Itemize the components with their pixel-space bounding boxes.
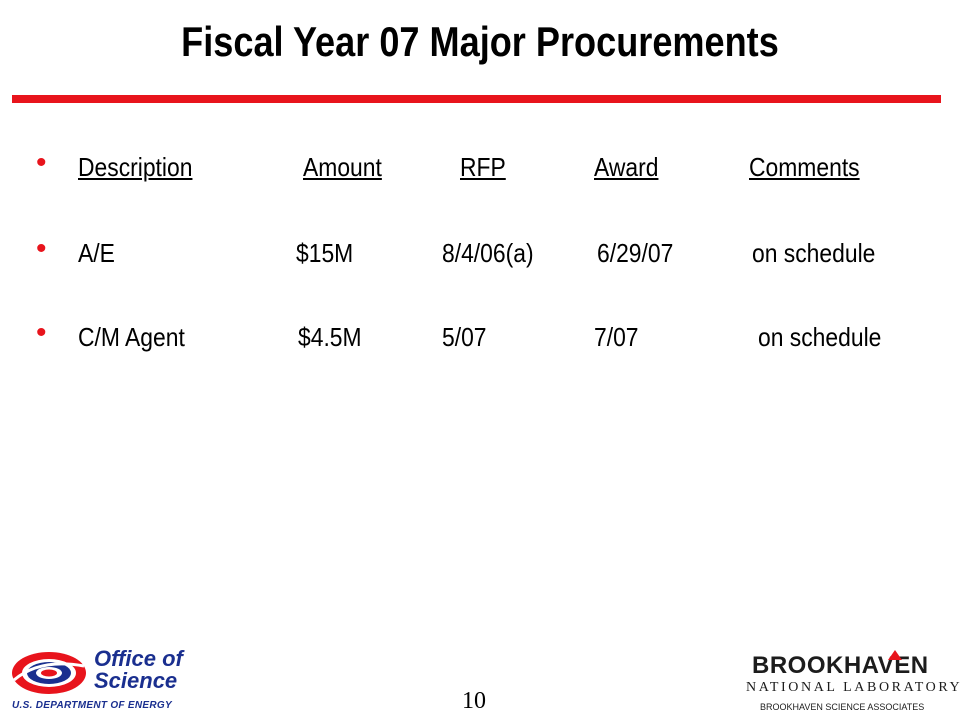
row-description: C/M Agent bbox=[78, 322, 185, 352]
doe-office-of-science-logo: Office of Science U.S. DEPARTMENT OF ENE… bbox=[6, 648, 206, 714]
table-header-row: • Description Amount RFP Award Comments bbox=[0, 146, 960, 192]
doe-swirl-icon bbox=[12, 652, 86, 694]
brookhaven-logo: BROOKHAVEN NATIONAL LABORATORY BROOKHAVE… bbox=[738, 648, 960, 718]
doe-logo-line2: Science bbox=[94, 668, 178, 693]
row-comments: on schedule bbox=[758, 322, 882, 352]
doe-logo-subline: U.S. DEPARTMENT OF ENERGY bbox=[12, 700, 172, 711]
slide-title: Fiscal Year 07 Major Procurements bbox=[181, 18, 779, 65]
row-rfp: 8/4/06(a) bbox=[442, 238, 534, 268]
header-award: Award bbox=[594, 152, 659, 182]
bullet-icon: • bbox=[36, 316, 47, 349]
header-comments: Comments bbox=[749, 152, 860, 182]
brookhaven-accent-icon bbox=[888, 650, 902, 660]
header-amount: Amount bbox=[303, 152, 382, 182]
doe-logo-line1: Office of bbox=[94, 646, 183, 671]
brookhaven-logo-subtitle: NATIONAL LABORATORY bbox=[746, 680, 960, 695]
page-number: 10 bbox=[462, 688, 486, 714]
row-award: 6/29/07 bbox=[597, 238, 674, 268]
row-award: 7/07 bbox=[594, 322, 639, 352]
brookhaven-logo-name: BROOKHAVEN bbox=[752, 652, 929, 679]
table-row: • C/M Agent $4.5M 5/07 7/07 on schedule bbox=[0, 316, 960, 362]
row-amount: $15M bbox=[296, 238, 354, 268]
brookhaven-science-associates: BROOKHAVEN SCIENCE ASSOCIATES bbox=[760, 702, 925, 712]
row-rfp: 5/07 bbox=[442, 322, 487, 352]
row-comments: on schedule bbox=[752, 238, 876, 268]
row-amount: $4.5M bbox=[298, 322, 362, 352]
row-description: A/E bbox=[78, 238, 115, 268]
header-description: Description bbox=[78, 152, 193, 182]
bullet-icon: • bbox=[36, 146, 47, 179]
table-row: • A/E $15M 8/4/06(a) 6/29/07 on schedule bbox=[0, 232, 960, 278]
header-rfp: RFP bbox=[460, 152, 506, 182]
doe-logo-text: Office of Science bbox=[94, 648, 183, 692]
bullet-icon: • bbox=[36, 232, 47, 265]
title-underline-rule bbox=[12, 95, 941, 103]
